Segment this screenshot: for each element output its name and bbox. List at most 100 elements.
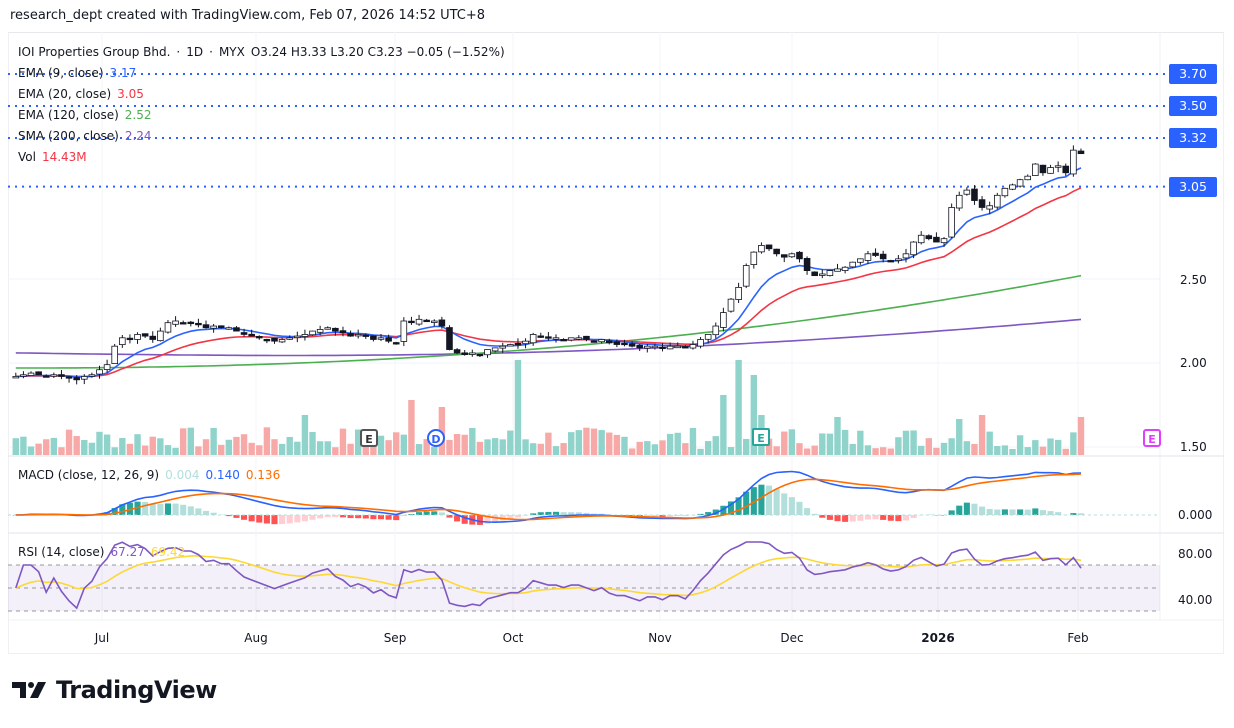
indicator-name: Vol — [18, 150, 36, 164]
month-label: Dec — [780, 631, 804, 645]
candle-body — [1032, 163, 1039, 176]
volume-bar — [263, 427, 271, 455]
volume-bar — [659, 440, 666, 455]
indicator-value: 3.05 — [117, 87, 144, 101]
candle-body — [50, 374, 58, 377]
volume-bar — [1054, 439, 1062, 455]
volume-bar — [552, 446, 560, 455]
volume-bar — [43, 439, 50, 455]
volume-bar — [218, 444, 225, 455]
volume-bar — [940, 442, 948, 455]
macd-histogram-bar — [195, 508, 202, 515]
price-level-tag[interactable]: 3.05 — [1169, 176, 1217, 197]
candle-body — [164, 322, 172, 333]
candle-body — [491, 347, 499, 352]
month-label: Aug — [244, 631, 268, 645]
volume-bar — [469, 427, 476, 455]
dividend-event-icon[interactable]: D — [427, 429, 445, 447]
volume-bar — [332, 447, 339, 455]
candle-body — [111, 345, 119, 364]
candle-body — [294, 335, 301, 339]
macd-histogram-bar — [446, 515, 453, 518]
volume-bar — [164, 445, 172, 455]
price-level-tag[interactable]: 3.70 — [1169, 64, 1217, 84]
rsi-line — [15, 541, 1082, 610]
volume-bar — [545, 432, 552, 455]
indicator-value: 14.43M — [41, 150, 87, 164]
ema-120-line — [15, 274, 1082, 369]
volume-bar — [773, 446, 780, 455]
macd-histogram-bar — [659, 515, 666, 517]
candle-body — [628, 343, 636, 347]
future-earnings-icon[interactable]: E — [1143, 429, 1161, 447]
volume-bar — [233, 436, 240, 455]
candle-body — [583, 335, 590, 340]
candle-body — [179, 322, 187, 325]
macd-histogram-bar — [423, 511, 430, 515]
volume-bar — [666, 433, 674, 455]
earnings-upcoming-icon[interactable]: E — [752, 428, 770, 446]
candle-body — [857, 258, 864, 263]
macd-histogram-bar — [727, 501, 735, 515]
candle-body — [42, 375, 50, 378]
macd-histogram-bar — [492, 515, 499, 523]
candle-body — [834, 268, 841, 272]
volume-bar — [58, 447, 65, 455]
candle-body — [339, 330, 347, 334]
macd-histogram-bar — [347, 515, 354, 519]
candle-body — [895, 258, 902, 261]
candle-body — [12, 376, 20, 379]
macd-histogram-bar — [1070, 513, 1077, 515]
candle-body — [65, 376, 73, 379]
volume-bar — [88, 442, 96, 455]
volume-bar — [256, 445, 263, 455]
macd-histogram-bar — [187, 506, 194, 515]
candle-body — [803, 257, 811, 272]
macd-histogram-bar — [362, 515, 369, 519]
indicator-legend[interactable]: EMA (9, close) 3.17 — [18, 66, 142, 80]
indicator-legend[interactable]: Vol 14.43M — [18, 150, 93, 164]
candle-body — [217, 325, 225, 329]
macd-histogram-bar — [986, 509, 993, 515]
macd-histogram-bar — [233, 515, 240, 518]
candle-body — [469, 352, 476, 355]
candle-body — [978, 199, 986, 208]
volume-bar — [529, 443, 537, 455]
volume-bar — [12, 438, 19, 455]
price-level-tag[interactable]: 3.50 — [1169, 96, 1217, 116]
volume-bar — [994, 445, 1001, 455]
indicator-legend[interactable]: EMA (20, close) 3.05 — [18, 87, 150, 101]
earnings-event-icon[interactable]: E — [360, 429, 378, 447]
macd-signal-value: 0.136 — [245, 468, 281, 482]
candle-body — [507, 344, 514, 347]
macd-histogram-bar — [1032, 508, 1039, 515]
volume-bar — [172, 447, 179, 455]
indicator-value: 2.52 — [124, 108, 152, 122]
macd-histogram-bar — [598, 513, 605, 515]
macd-histogram-bar — [400, 515, 407, 517]
candle-body — [537, 335, 545, 338]
month-label: 2026 — [921, 631, 955, 645]
candle-body — [309, 330, 316, 336]
volume-bar — [788, 429, 796, 455]
indicator-legend[interactable]: EMA (120, close) 2.52 — [18, 108, 157, 122]
volume-bar — [35, 443, 42, 455]
volume-bar — [849, 443, 856, 455]
price-level-tag[interactable]: 3.32 — [1169, 128, 1217, 148]
candle-body — [438, 319, 446, 327]
volume-bar — [370, 443, 377, 455]
macd-histogram-bar — [773, 488, 780, 515]
volume-bar — [628, 448, 636, 455]
candle-body — [758, 244, 765, 253]
volume-bar — [902, 430, 910, 455]
macd-histogram-bar — [796, 501, 803, 515]
candle-body — [963, 189, 971, 195]
candle-body — [453, 349, 461, 354]
volume-bar — [431, 447, 438, 455]
indicator-legend[interactable]: SMA (200, close) 2.24 — [18, 129, 158, 143]
tradingview-logo[interactable]: TradingView — [12, 676, 217, 704]
candle-body — [278, 339, 286, 343]
candle-body — [879, 253, 887, 260]
macd-histogram-bar — [507, 515, 514, 519]
